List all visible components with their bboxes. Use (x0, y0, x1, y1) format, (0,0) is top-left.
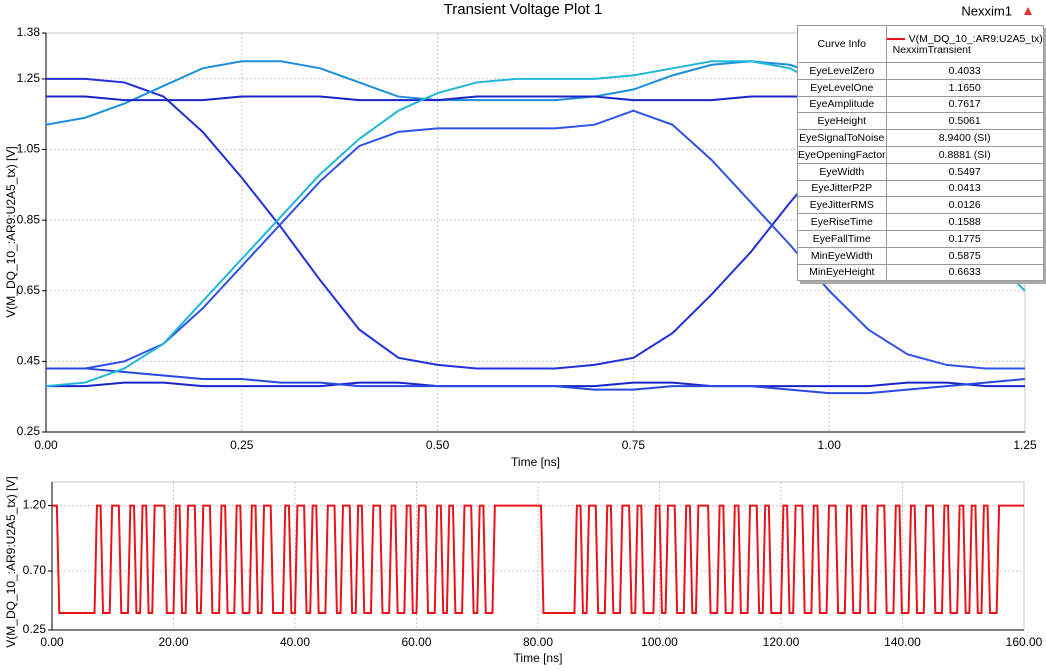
x-axis-label: Time [ns] (511, 455, 560, 469)
table-row: MinEyeWidth 0.5875 (797, 246, 1044, 265)
table-row: EyeJitterP2P 0.0413 (797, 179, 1044, 198)
metric-value: 0.5497 (885, 162, 1044, 181)
metric-name: EyeOpeningFactor (797, 145, 887, 164)
metric-value: 0.1588 (885, 213, 1044, 231)
metric-value: 0.8881 (SI) (885, 145, 1044, 164)
legend-source: NexximTransient (892, 43, 971, 56)
y-tick-label: 0.45 (17, 354, 41, 368)
metric-value: 0.6633 (885, 263, 1044, 282)
x-tick-label: 80.00 (523, 635, 553, 649)
table-row: EyeLevelOne 1.1650 (797, 78, 1044, 97)
x-tick-label: 60.00 (401, 635, 431, 649)
design-name: Nexxim1 (961, 3, 1012, 18)
x-tick-label: 120.00 (763, 635, 800, 649)
table-row: EyeAmplitude 0.7617 (797, 95, 1044, 114)
chart-title: Transient Voltage Plot 1 (444, 1, 603, 18)
metric-name: EyeLevelZero (797, 62, 887, 80)
metric-value: 0.4033 (885, 62, 1044, 80)
metric-name: EyeJitterP2P (797, 179, 887, 198)
metric-value: 1.1650 (885, 78, 1044, 97)
metric-value: 0.0126 (885, 196, 1044, 215)
table-row: EyeWidth 0.5497 (797, 162, 1044, 181)
y-tick-label: 1.20 (23, 498, 47, 512)
metric-name: EyeJitterRMS (797, 196, 887, 215)
table-row: EyeRiseTime 0.1588 (797, 213, 1044, 231)
y-tick-label: 0.85 (17, 212, 41, 226)
metric-name: EyeWidth (797, 162, 887, 181)
curve-cell: V(M_DQ_10_:AR9:U2A5_tx) NexximTransient (885, 25, 1044, 63)
header-cell: Curve Info (797, 25, 887, 63)
x-tick-label: 40.00 (280, 635, 310, 649)
metric-name: MinEyeWidth (797, 246, 887, 265)
y-axis-label: V(M_DQ_10_:AR9:U2A5_tx) [V] (4, 476, 18, 647)
design-icon (1024, 7, 1032, 15)
y-axis-label: V(M_DQ_10_:AR9:U2A5_tx) [V] (4, 146, 18, 317)
x-axis-label: Time [ns] (514, 651, 563, 665)
y-tick-label: 0.70 (23, 563, 47, 577)
metric-value: 0.5875 (885, 246, 1044, 265)
y-tick-label: 1.05 (17, 142, 41, 156)
metric-name: MinEyeHeight (797, 263, 887, 282)
table-row: EyeFallTime 0.1775 (797, 229, 1044, 248)
metric-name: EyeFallTime (797, 229, 887, 248)
y-tick-label: 1.25 (17, 71, 41, 85)
metric-value: 0.0413 (885, 179, 1044, 198)
metric-name: EyeRiseTime (797, 213, 887, 231)
x-tick-label: 1.00 (818, 438, 842, 452)
table-row: EyeLevelZero 0.4033 (797, 62, 1044, 80)
trace (46, 367, 1025, 395)
y-tick-label: 0.25 (23, 622, 47, 636)
table-row: EyeSignalToNoise 8.9400 (SI) (797, 129, 1044, 147)
y-tick-label: 0.65 (17, 283, 41, 297)
legend-swatch (886, 37, 905, 40)
metric-value: 0.5061 (885, 112, 1044, 131)
x-tick-label: 140.00 (884, 635, 921, 649)
table-row: EyeOpeningFactor 0.8881 (SI) (797, 145, 1044, 164)
x-tick-label: 0.25 (230, 438, 254, 452)
x-tick-label: 0.75 (622, 438, 646, 452)
x-tick-label: 20.00 (158, 635, 188, 649)
x-tick-label: 100.00 (641, 635, 678, 649)
legend-name: V(M_DQ_10_:AR9:U2A5_tx) (908, 32, 1043, 45)
table-row: EyeHeight 0.5061 (797, 112, 1044, 131)
y-tick-label: 1.38 (17, 25, 41, 39)
x-tick-label: 0.00 (34, 438, 58, 452)
metric-value: 0.7617 (885, 95, 1044, 114)
x-tick-label: 1.25 (1013, 438, 1037, 452)
metric-name: EyeLevelOne (797, 78, 887, 97)
trace (52, 504, 1024, 614)
x-tick-label: 0.00 (40, 635, 64, 649)
metric-name: EyeHeight (797, 112, 887, 131)
x-tick-label: 0.50 (426, 438, 450, 452)
table-row: EyeJitterRMS 0.0126 (797, 196, 1044, 215)
trace (46, 109, 1025, 370)
table-row: MinEyeHeight 0.6633 (797, 263, 1044, 282)
x-tick-label: 160.00 (1006, 635, 1043, 649)
metric-name: EyeAmplitude (797, 95, 887, 114)
metric-name: EyeSignalToNoise (797, 129, 887, 147)
metric-value: 0.1775 (885, 229, 1044, 248)
curve-info-table: Curve Info V(M_DQ_10_:AR9:U2A5_tx) Nexxi… (797, 25, 1044, 282)
metric-value: 8.9400 (SI) (885, 129, 1044, 147)
y-tick-label: 0.25 (17, 424, 41, 438)
